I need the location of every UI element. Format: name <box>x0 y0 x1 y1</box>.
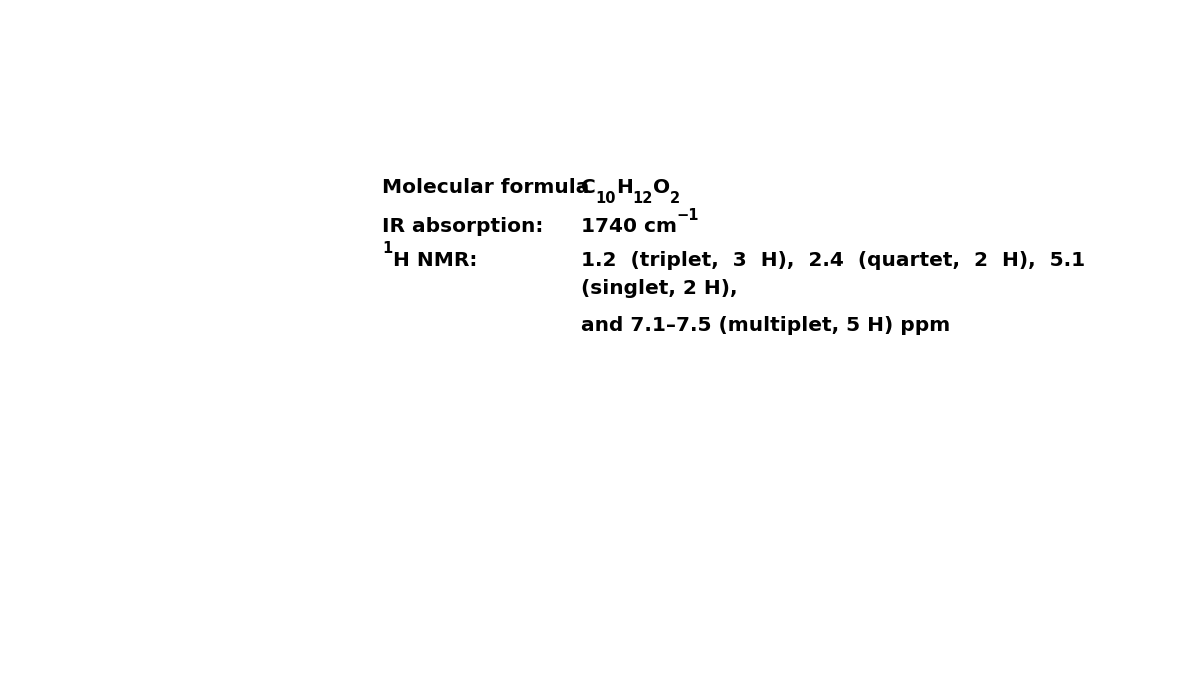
Text: 10: 10 <box>595 192 616 207</box>
Text: −1: −1 <box>677 208 700 223</box>
Text: 1: 1 <box>383 242 392 256</box>
Text: and 7.1–7.5 (multiplet, 5 H) ppm: and 7.1–7.5 (multiplet, 5 H) ppm <box>581 316 950 335</box>
Text: O: O <box>653 178 671 197</box>
Text: H: H <box>616 178 632 197</box>
Text: 2: 2 <box>671 192 680 207</box>
Text: C: C <box>581 178 595 197</box>
Text: (singlet, 2 H),: (singlet, 2 H), <box>581 279 737 298</box>
Text: 1.2  (triplet,  3  H),  2.4  (quartet,  2  H),  5.1: 1.2 (triplet, 3 H), 2.4 (quartet, 2 H), … <box>581 251 1085 270</box>
Text: Molecular formula: Molecular formula <box>383 178 590 197</box>
Text: H NMR:: H NMR: <box>392 251 478 270</box>
Text: 1740 cm: 1740 cm <box>581 217 677 236</box>
Text: IR absorption:: IR absorption: <box>383 217 544 236</box>
Text: 12: 12 <box>632 192 653 207</box>
